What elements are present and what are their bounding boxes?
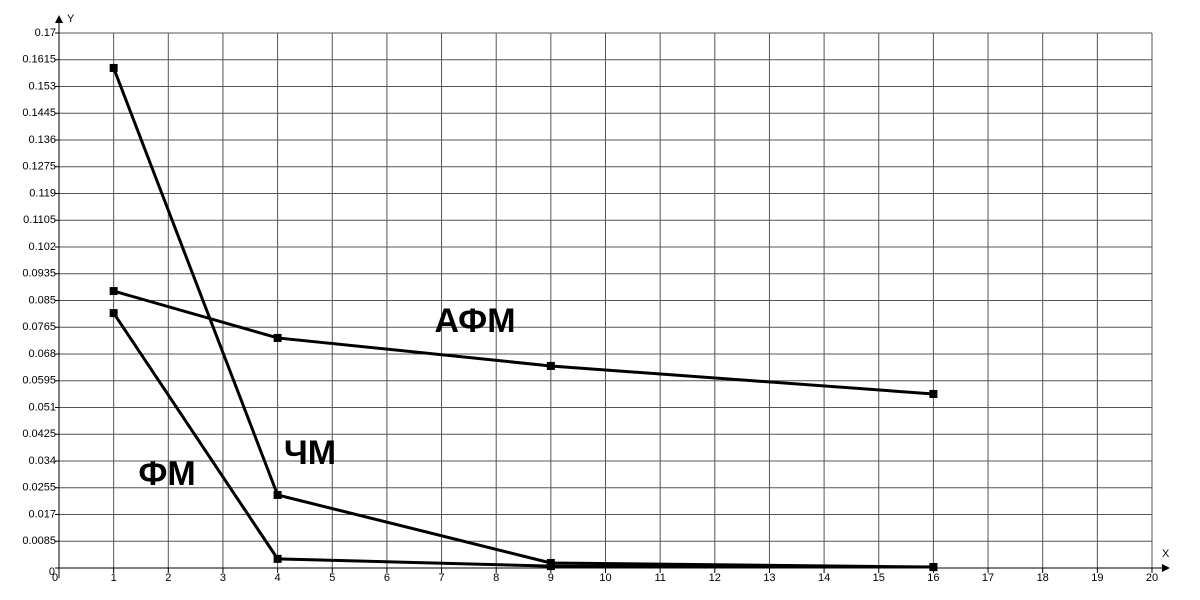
point xyxy=(273,554,282,563)
series-line xyxy=(112,67,934,569)
x-axis-label: X xyxy=(1162,548,1170,560)
point xyxy=(929,563,938,572)
series-line xyxy=(113,289,934,396)
y-tick-label: 0.0765 xyxy=(22,321,56,333)
point xyxy=(546,562,555,571)
series-line xyxy=(112,312,934,569)
point xyxy=(273,490,282,499)
y-tick-label: 0.0255 xyxy=(22,482,56,494)
x-tick-label: 9 xyxy=(548,572,554,584)
axis-arrow xyxy=(55,15,63,23)
x-tick-label: 1 xyxy=(111,572,117,584)
y-tick-label: 0.0085 xyxy=(22,535,56,547)
x-tick-label: 6 xyxy=(384,572,390,584)
x-tick-label: 15 xyxy=(873,572,885,584)
y-tick-label: 0.051 xyxy=(28,401,56,413)
y-tick-label: 0.017 xyxy=(28,508,56,520)
x-tick-label: 13 xyxy=(763,572,775,584)
x-tick-label: 2 xyxy=(165,572,171,584)
y-tick-label: 0 xyxy=(49,566,55,578)
point xyxy=(546,361,555,370)
x-tick-label: 11 xyxy=(654,572,665,584)
y-tick-label: 0.119 xyxy=(29,187,56,199)
axis-arrow xyxy=(1162,564,1170,572)
y-tick-label: 0.136 xyxy=(28,134,56,146)
series-annotation: АФМ xyxy=(434,302,515,340)
series-annotation: ЧМ xyxy=(284,434,336,472)
y-tick-label: 0.153 xyxy=(28,80,56,92)
x-tick-label: 20 xyxy=(1146,572,1158,584)
x-tick-label: 18 xyxy=(1037,572,1049,584)
y-axis-label: Y xyxy=(67,13,75,25)
y-tick-label: 0.1615 xyxy=(22,54,56,66)
y-tick-label: 0.068 xyxy=(28,348,56,360)
y-tick-label: 0.1105 xyxy=(23,214,56,226)
x-tick-label: 19 xyxy=(1091,572,1103,584)
y-tick-label: 0.0425 xyxy=(22,428,56,440)
point xyxy=(929,389,938,398)
point xyxy=(109,309,118,318)
x-tick-label: 17 xyxy=(982,572,994,584)
y-tick-label: 0.102 xyxy=(28,241,56,253)
x-tick-label: 10 xyxy=(599,572,611,584)
x-tick-label: 16 xyxy=(927,572,939,584)
x-tick-label: 7 xyxy=(438,572,444,584)
series-annotation: ФМ xyxy=(138,455,195,493)
point xyxy=(109,287,118,296)
y-tick-label: 0.17 xyxy=(35,27,56,39)
point xyxy=(109,63,118,72)
x-tick-label: 4 xyxy=(275,572,281,584)
y-tick-label: 0.034 xyxy=(28,455,56,467)
y-tick-label: 0.1275 xyxy=(22,161,56,173)
y-tick-label: 0.1445 xyxy=(22,107,56,119)
x-tick-label: 12 xyxy=(709,572,721,584)
y-tick-label: 0.0595 xyxy=(22,375,56,387)
x-tick-label: 0 xyxy=(52,572,58,584)
x-tick-label: 3 xyxy=(220,572,226,584)
x-tick-label: 8 xyxy=(493,572,499,584)
x-tick-label: 14 xyxy=(818,572,830,584)
y-tick-label: 0.085 xyxy=(28,294,56,306)
y-tick-label: 0.0935 xyxy=(22,268,56,280)
x-tick-label: 5 xyxy=(329,572,335,584)
point xyxy=(273,333,282,342)
